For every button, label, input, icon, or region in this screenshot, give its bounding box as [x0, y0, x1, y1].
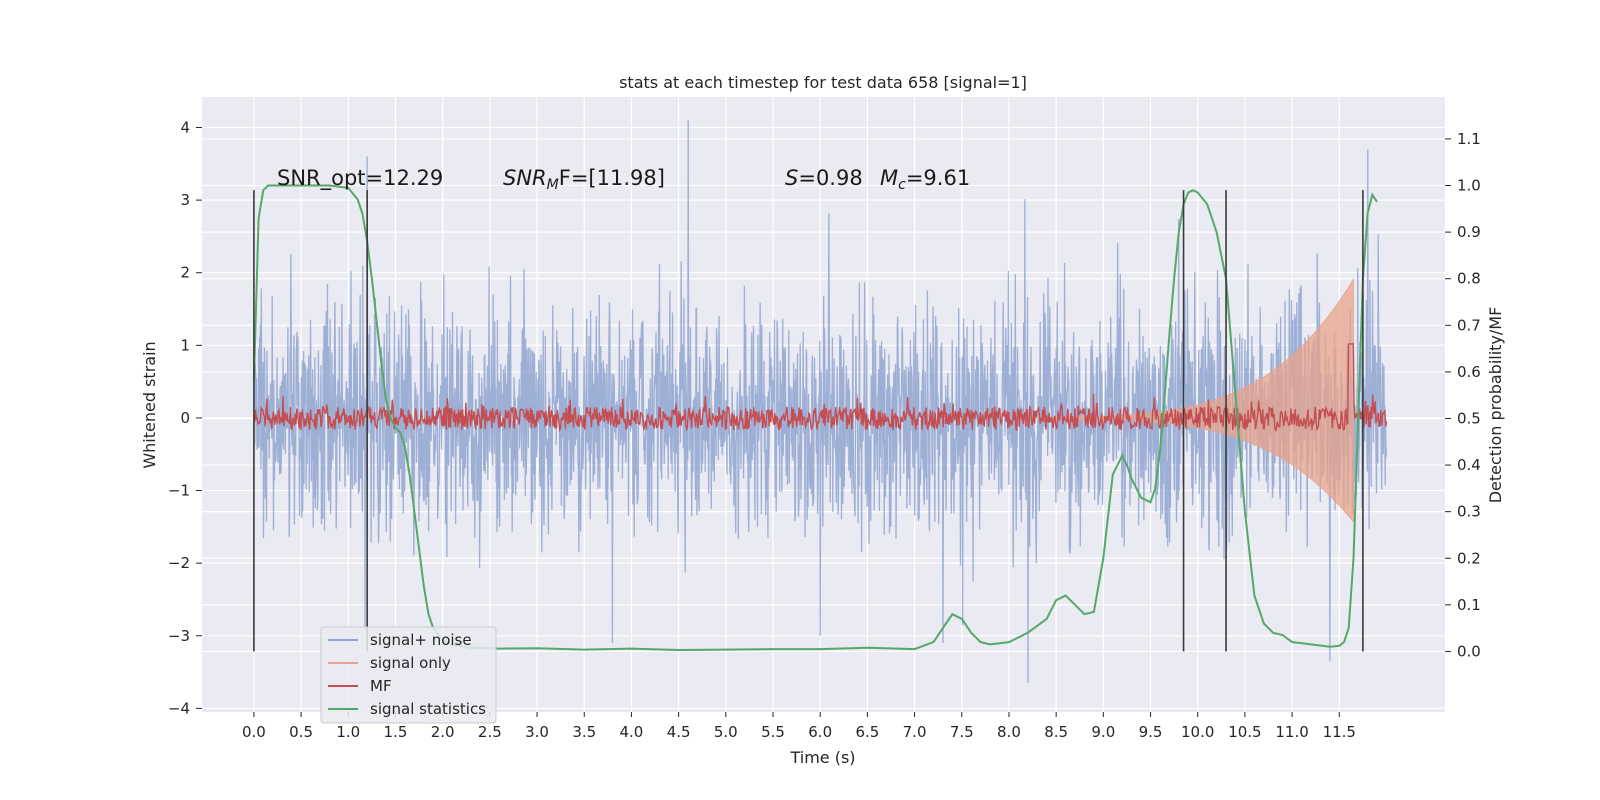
y2-tick-label: 0.6	[1457, 363, 1481, 381]
vertical-markers	[253, 190, 1364, 652]
x-tick-label: 8.5	[1044, 723, 1068, 741]
y2-tick-label: 0.4	[1457, 456, 1481, 474]
y2-tick-label: 1.1	[1457, 130, 1481, 148]
y-tick-label: 2	[180, 264, 190, 282]
annotation-mc: Mc=9.61	[880, 166, 970, 193]
y2-tick-label: 0.0	[1457, 642, 1481, 660]
annotation-s: S=0.98	[785, 166, 863, 190]
y-tick-label: −2	[168, 554, 190, 572]
y2-tick-label: 0.9	[1457, 223, 1481, 241]
legend-entry-signal-statistics: signal statistics	[328, 700, 486, 718]
y-tick-label: 1	[180, 336, 190, 354]
y-tick-label: 0	[180, 409, 190, 427]
x-tick-label: 2.5	[478, 723, 502, 741]
annotation-snr-opt: SNR_opt=12.29	[277, 166, 443, 191]
legend-entry-signal-noise: signal+ noise	[328, 631, 472, 649]
x-tick-label: 4.0	[620, 723, 644, 741]
y-tick-label: 3	[180, 191, 190, 209]
x-tick-label: 6.0	[808, 723, 832, 741]
legend: signal+ noise signal only MF signal stat…	[320, 626, 497, 724]
x-tick-label: 0.5	[289, 723, 313, 741]
x-tick-label: 9.5	[1139, 723, 1163, 741]
x-axis-label: Time (s)	[789, 748, 855, 767]
statistics-line	[252, 184, 1378, 652]
x-tick-label: 10.5	[1228, 723, 1261, 741]
x-tick-label: 5.0	[714, 723, 738, 741]
legend-frame	[320, 626, 497, 724]
series-mf	[253, 343, 1388, 433]
x-tick-label: 3.0	[525, 723, 549, 741]
noise-trace	[253, 120, 1388, 684]
chart-title: stats at each timestep for test data 658…	[619, 73, 1027, 92]
mf-trace	[253, 343, 1388, 433]
y2-tick-label: 0.1	[1457, 596, 1481, 614]
y2-tick-label: 0.5	[1457, 409, 1481, 427]
y-tick-label: −4	[168, 699, 190, 717]
y2-tick-label: 0.8	[1457, 270, 1481, 288]
legend-label: signal statistics	[370, 700, 486, 718]
x-tick-label: 11.5	[1323, 723, 1356, 741]
y-tick-label: −1	[168, 482, 190, 500]
x-tick-label: 11.0	[1275, 723, 1308, 741]
x-tick-label: 1.5	[384, 723, 408, 741]
y-tick-label: 4	[180, 118, 190, 136]
series-signal-noise	[253, 120, 1388, 684]
x-tick-label: 2.0	[431, 723, 455, 741]
x-tick-label: 5.5	[761, 723, 785, 741]
x-tick-label: 1.0	[336, 723, 360, 741]
legend-label: signal only	[370, 654, 451, 672]
y2-tick-label: 0.7	[1457, 316, 1481, 334]
x-tick-label: 6.5	[855, 723, 879, 741]
legend-entry-mf: MF	[328, 677, 392, 695]
x-tick-label: 7.5	[950, 723, 974, 741]
series-signal-statistics	[252, 184, 1378, 652]
y-axis-ticks: −4 −3 −2 −1 0 1 2 3 4	[168, 118, 202, 717]
y2-tick-label: 1.0	[1457, 177, 1481, 195]
y2-tick-label: 0.2	[1457, 549, 1481, 567]
y-tick-label: −3	[168, 627, 190, 645]
legend-label: MF	[370, 677, 392, 695]
x-tick-label: 4.5	[667, 723, 691, 741]
y2-tick-label: 0.3	[1457, 503, 1481, 521]
x-tick-label: 8.0	[997, 723, 1021, 741]
x-tick-label: 0.0	[242, 723, 266, 741]
x-tick-label: 7.0	[903, 723, 927, 741]
y2-axis-label: Detection probability/MF	[1486, 307, 1505, 504]
legend-entry-signal-only: signal only	[328, 654, 451, 672]
legend-label: signal+ noise	[370, 631, 472, 649]
y-axis-label: Whitened strain	[140, 341, 159, 468]
x-axis-ticks: 0.0 0.5 1.0 1.5 2.0 2.5 3.0 3.5 4.0 4.5 5.0 5.5 6.0 6…	[242, 712, 1356, 741]
y2-axis-ticks: 0.0 0.1 0.2 0.3 0.4 0.5 0.6 0.7 0.8 0.9 1.0 1.1	[1445, 130, 1481, 660]
x-tick-label: 3.5	[572, 723, 596, 741]
annotation-snr-mf: SNRMF=[11.98]	[503, 166, 665, 193]
x-tick-label: 10.0	[1181, 723, 1214, 741]
x-tick-label: 9.0	[1091, 723, 1115, 741]
